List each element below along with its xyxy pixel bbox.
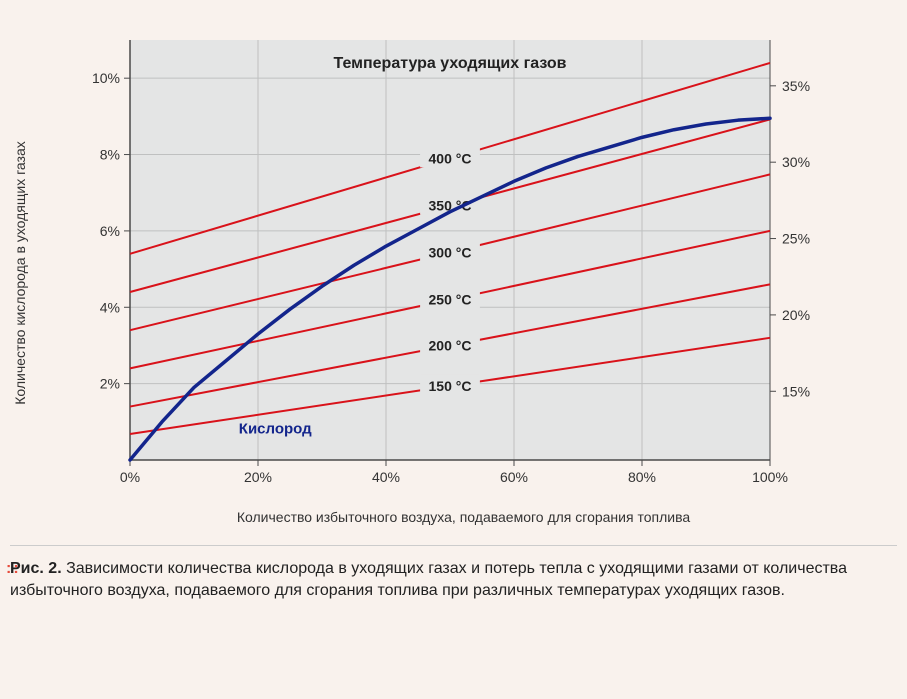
svg-text:Кислород: Кислород [239,420,312,437]
svg-text:10%: 10% [92,70,120,86]
svg-text:60%: 60% [500,469,528,485]
figure-caption: :: Рис. 2. Зависимости количества кислор… [10,545,897,601]
caption-text: Рис. 2. Зависимости количества кислорода… [10,558,897,601]
svg-text:250 °C: 250 °C [429,292,472,308]
svg-text:25%: 25% [782,231,810,247]
svg-text:20%: 20% [782,307,810,323]
svg-text:2%: 2% [100,376,120,392]
svg-text:8%: 8% [100,147,120,163]
svg-text:Температура уходящих газов: Температура уходящих газов [333,55,566,72]
svg-text:150 °C: 150 °C [429,378,472,394]
svg-text:100%: 100% [752,469,788,485]
line-chart: 0% 20% 40% 60% 80% 100% 2% 4% 6% 8% 10% 15% 20% 25% 30… [60,20,820,500]
svg-text:0%: 0% [120,469,140,485]
svg-text:15%: 15% [782,383,810,399]
caption-body: Зависимости количества кислорода в уходя… [10,560,847,599]
svg-text:200 °C: 200 °C [429,337,472,353]
svg-text:300 °C: 300 °C [429,244,472,260]
svg-text:35%: 35% [782,78,810,94]
svg-text:30%: 30% [782,154,810,170]
svg-text:4%: 4% [100,299,120,315]
svg-text:80%: 80% [628,469,656,485]
y-left-axis-title: Количество кислорода в уходящих газах [12,141,28,405]
svg-text:400 °C: 400 °C [429,150,472,166]
x-axis-title: Количество избыточного воздуха, подаваем… [60,509,867,525]
chart-container: Количество кислорода в уходящих газах По… [60,20,867,525]
svg-text:40%: 40% [372,469,400,485]
caption-marker-icon: :: [6,560,21,578]
svg-text:6%: 6% [100,223,120,239]
svg-text:20%: 20% [244,469,272,485]
